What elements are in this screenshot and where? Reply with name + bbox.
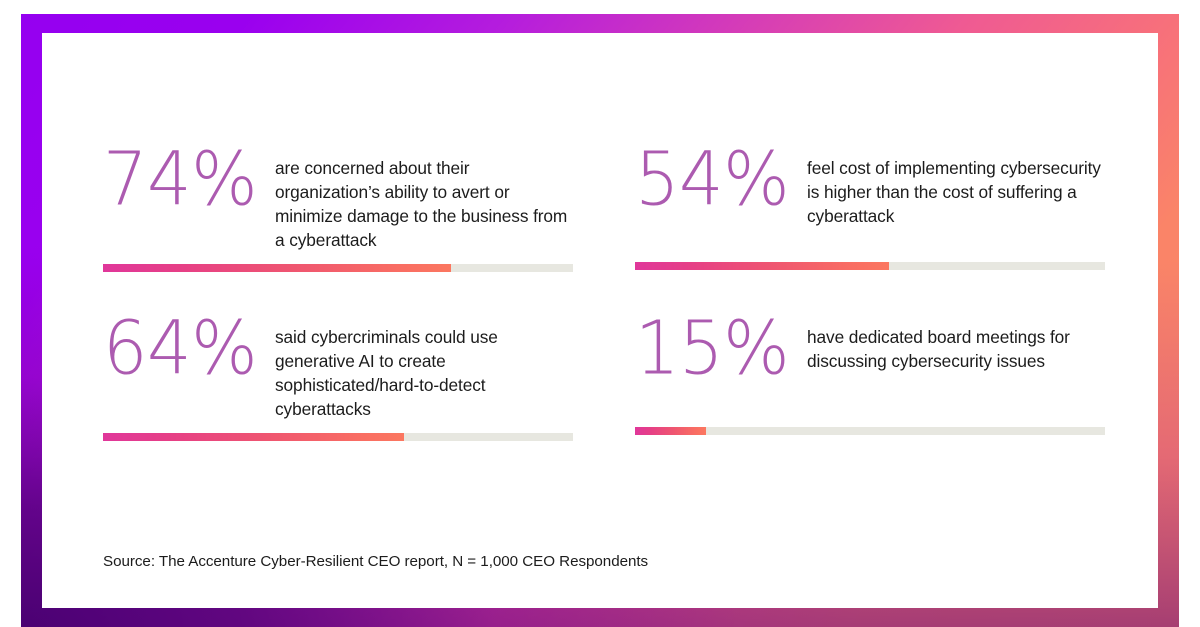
stat-block-64: 64% said cybercriminals could use genera… [103, 311, 573, 442]
stat-head: 74% are concerned about their organizati… [103, 142, 573, 252]
stat-value-64: 64% [103, 304, 258, 392]
stat-description-64: said cybercriminals could use generative… [275, 327, 498, 420]
stat-description-74: are concerned about their organization’s… [275, 158, 568, 251]
progress-bar-fill [635, 262, 889, 270]
stat-block-74: 74% are concerned about their organizati… [103, 142, 573, 273]
content-card: 74% are concerned about their organizati… [42, 33, 1158, 608]
stat-value-74: 74% [103, 135, 258, 223]
progress-bar-fill [103, 433, 404, 442]
stats-grid: 74% are concerned about their organizati… [103, 142, 1113, 442]
stat-head: 54% feel cost of implementing cybersecur… [635, 142, 1105, 250]
progress-bar-64 [103, 433, 573, 442]
progress-bar-fill [635, 427, 706, 436]
stat-block-54: 54% feel cost of implementing cybersecur… [635, 142, 1105, 272]
progress-bar-fill [103, 264, 451, 273]
stat-block-15: 15% have dedicated board meetings for di… [635, 311, 1105, 441]
source-caption: Source: The Accenture Cyber-Resilient CE… [103, 553, 649, 570]
stat-head: 64% said cybercriminals could use genera… [103, 311, 573, 421]
progress-bar-54 [635, 262, 1105, 270]
progress-bar-15 [635, 427, 1105, 436]
stat-value-54: 54% [635, 135, 790, 223]
stat-value-15: 15% [635, 304, 790, 392]
stat-description-54: feel cost of implementing cybersecurity … [807, 158, 1101, 227]
stat-description-15: have dedicated board meetings for discus… [807, 327, 1070, 372]
progress-bar-74 [103, 264, 573, 273]
progress-bar-track [635, 427, 1105, 436]
stat-head: 15% have dedicated board meetings for di… [635, 311, 1105, 415]
